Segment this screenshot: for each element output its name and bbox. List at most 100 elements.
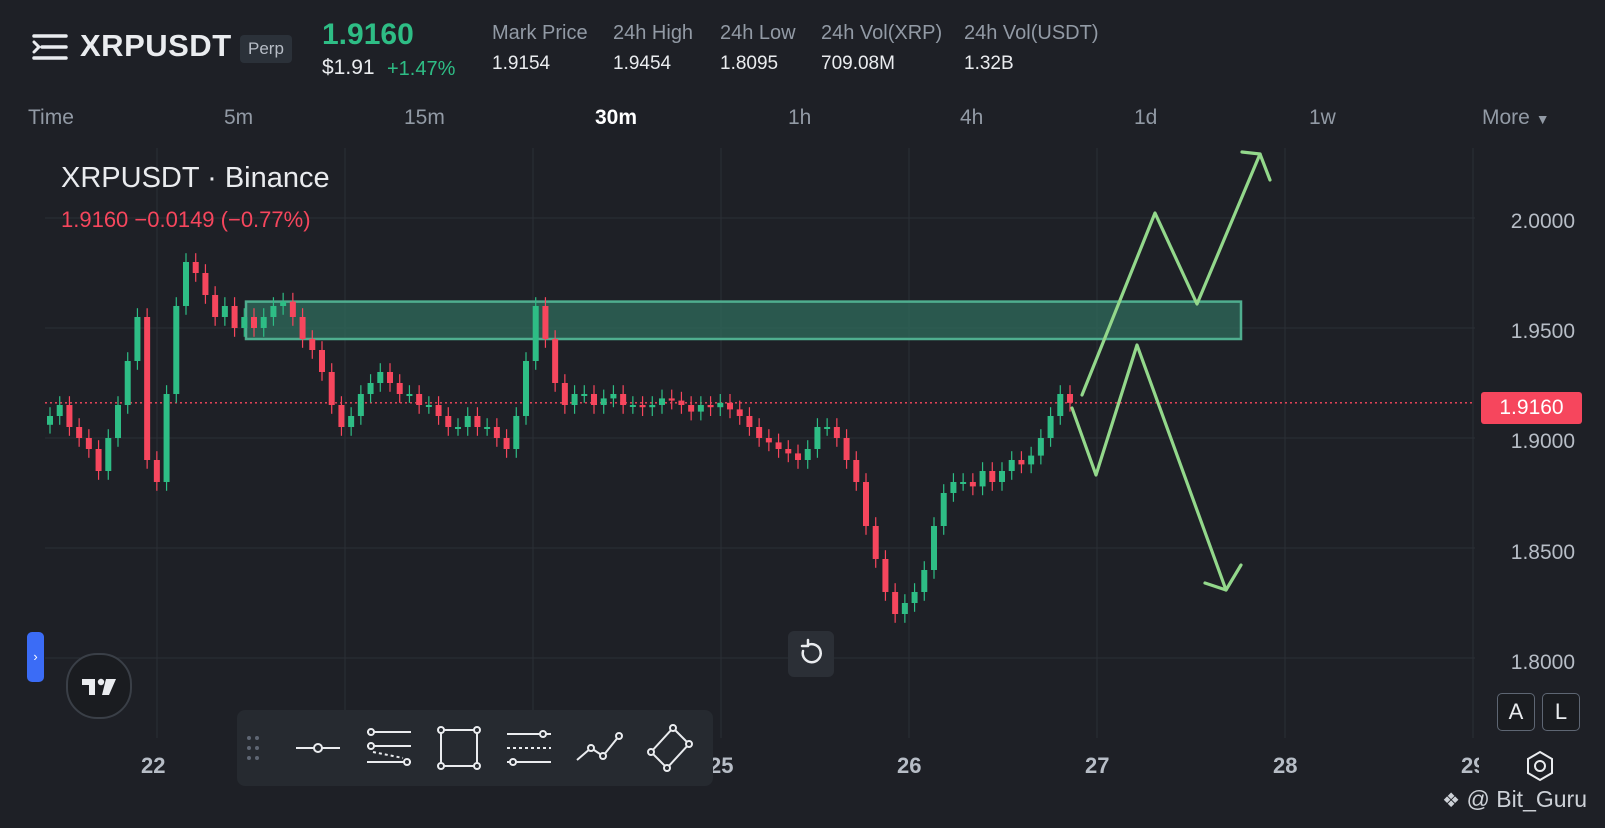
candle-body: [901, 603, 908, 614]
candle-body: [999, 471, 1005, 482]
horizontal-line-tool-icon[interactable]: [292, 722, 344, 774]
candle-body: [406, 394, 413, 396]
candle-body: [882, 559, 889, 592]
candle-body: [221, 306, 228, 317]
candle-body: [357, 394, 364, 416]
pattern-tool-icon[interactable]: [643, 722, 695, 774]
chart-settings-icon[interactable]: [1523, 749, 1557, 783]
candle-body: [629, 405, 636, 407]
last-price: 1.9160: [322, 18, 414, 51]
candle-body: [163, 394, 170, 482]
candle-body: [183, 262, 189, 306]
candle-body: [746, 416, 753, 427]
candle-body: [872, 526, 879, 559]
x-tick-label: 26: [897, 753, 922, 778]
candle-body: [231, 306, 238, 328]
stat-value-24h-vol-xrp: 709.08M: [821, 53, 895, 74]
x-tick-label: 27: [1085, 753, 1110, 778]
candle-body: [552, 339, 559, 383]
side-panel-handle[interactable]: ›: [27, 632, 44, 682]
candle-body: [649, 405, 656, 408]
candle-body: [95, 449, 102, 471]
tab-time[interactable]: Time: [28, 106, 74, 129]
auto-scale-button[interactable]: A: [1497, 693, 1535, 731]
caret-down-icon: ▼: [1535, 111, 1550, 127]
candle-body: [1057, 394, 1064, 416]
binance-logo-icon: ❖: [1442, 790, 1461, 812]
candle-body: [921, 570, 928, 592]
candle-body: [610, 394, 617, 399]
candle-body: [717, 402, 724, 408]
candle-body: [338, 405, 345, 427]
y-tick-label: 1.9000: [1510, 430, 1575, 453]
candle-body: [960, 482, 967, 484]
tab-30m[interactable]: 30m: [595, 106, 638, 129]
candle-body: [892, 592, 899, 614]
bullish-arrowhead: [1240, 150, 1272, 182]
drag-handle-icon[interactable]: [241, 722, 265, 774]
x-tick-label: 29: [1461, 753, 1479, 778]
tab-15m[interactable]: 15m: [404, 106, 445, 129]
tab-4h[interactable]: 4h: [960, 106, 984, 129]
bearish-arrowhead: [1203, 563, 1243, 592]
x-tick-label: 28: [1273, 753, 1298, 778]
candle-body: [251, 317, 257, 328]
y-tick-label: 1.8500: [1510, 541, 1575, 564]
candle-body: [931, 526, 937, 570]
candle-body: [969, 482, 976, 487]
symbol-title[interactable]: XRPUSDT: [80, 28, 232, 63]
candle-body: [1018, 460, 1025, 465]
usd-price: $1.91: [322, 56, 375, 79]
bullish-projection-arrow: [1080, 152, 1262, 397]
candle-body: [785, 449, 792, 454]
candle-body: [377, 372, 384, 383]
tab-more[interactable]: More ▼: [1482, 106, 1550, 130]
candle-body: [484, 427, 491, 429]
bearish-projection-arrow: [1070, 343, 1228, 592]
parallel-channel-tool-icon[interactable]: [363, 722, 415, 774]
candle-body: [348, 416, 355, 427]
candle-body: [814, 427, 821, 449]
tab-1d[interactable]: 1d: [1134, 106, 1158, 129]
candle-body: [561, 383, 568, 405]
watermark: ❖ @ Bit_Guru: [1442, 786, 1587, 813]
candle-body: [765, 438, 772, 443]
candle-body: [523, 361, 529, 416]
stat-label-24h-vol-usdt: 24h Vol(USDT): [964, 22, 1099, 44]
candle-body: [212, 295, 219, 317]
tradingview-logo-icon: [66, 653, 132, 719]
change-percent: +1.47%: [387, 58, 456, 80]
stat-label-24h-vol-xrp: 24h Vol(XRP): [821, 22, 943, 44]
candle-body: [775, 442, 782, 449]
ohlc-readout: 1.9160 −0.0149 (−0.77%): [61, 207, 311, 232]
price-chart[interactable]: [0, 140, 1605, 750]
candle-body: [144, 317, 151, 460]
candle-body: [600, 398, 607, 405]
candle-body: [581, 394, 588, 396]
log-scale-button[interactable]: L: [1542, 693, 1580, 731]
candle-body: [493, 427, 500, 438]
projection-arrows: [1070, 150, 1272, 592]
candle-body: [289, 301, 296, 317]
reset-chart-button[interactable]: [788, 631, 834, 677]
tab-1h[interactable]: 1h: [788, 106, 812, 129]
rectangle-tool-icon[interactable]: [433, 722, 485, 774]
tab-5m[interactable]: 5m: [224, 106, 254, 129]
candle-body: [513, 416, 520, 449]
menu-icon[interactable]: [32, 30, 68, 64]
candle-body: [299, 317, 306, 339]
candle-body: [1037, 438, 1044, 456]
candle-body: [105, 438, 112, 471]
candle-body: [47, 416, 53, 425]
candle-body: [425, 405, 432, 407]
tab-1w[interactable]: 1w: [1309, 106, 1336, 129]
current-price-tag: 1.9160: [1481, 392, 1582, 424]
path-tool-icon[interactable]: [573, 722, 625, 774]
candle-body: [843, 438, 850, 460]
candle-body: [396, 383, 403, 394]
candle-body: [464, 416, 471, 427]
fib-retracement-tool-icon[interactable]: [503, 722, 555, 774]
candle-body: [56, 405, 63, 416]
x-tick-label: 25: [709, 753, 734, 778]
stat-value-24h-high: 1.9454: [613, 53, 672, 74]
